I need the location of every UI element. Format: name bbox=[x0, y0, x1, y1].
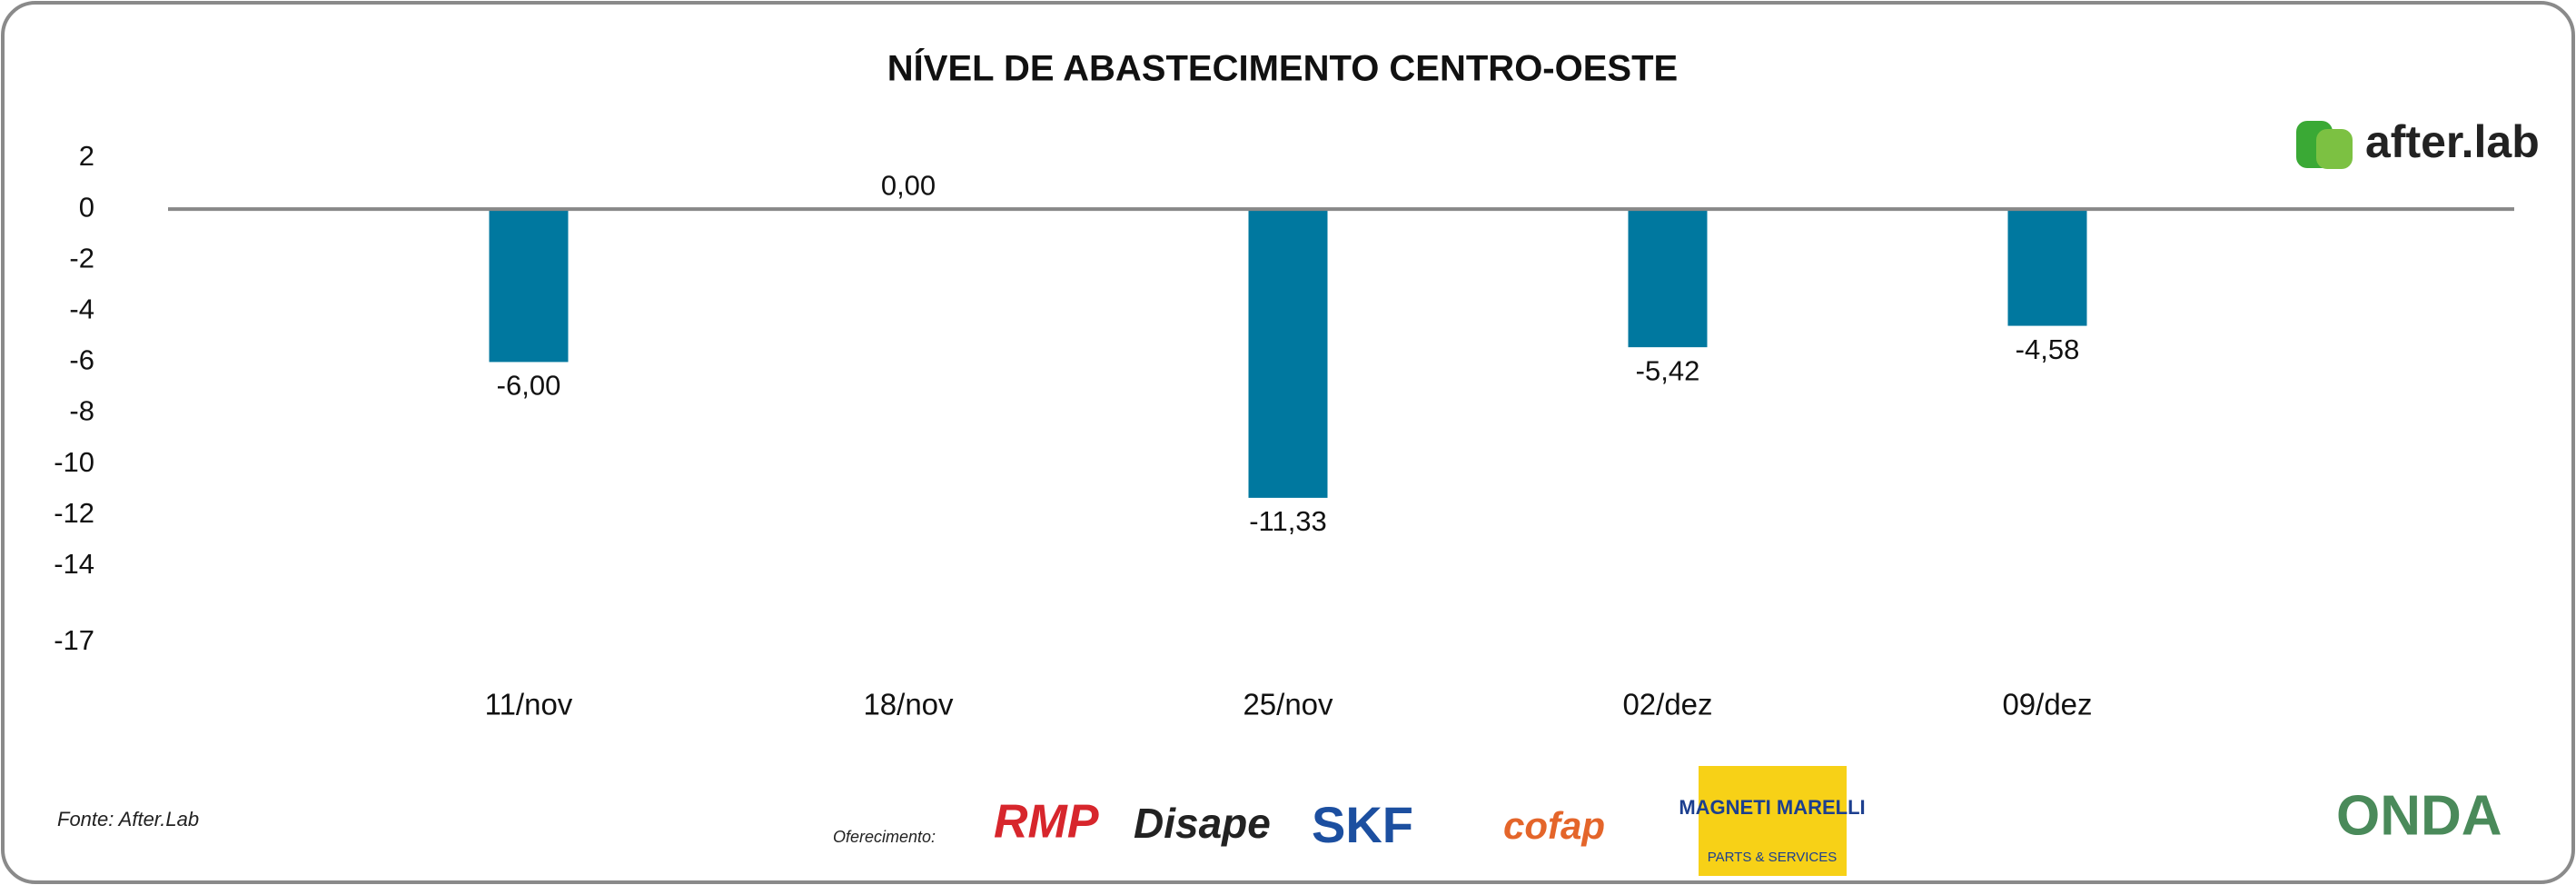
value-label: -6,00 bbox=[497, 370, 561, 402]
sponsor-logo: Disape bbox=[1134, 800, 1271, 847]
chart-title: NÍVEL DE ABASTECIMENTO CENTRO-OESTE bbox=[887, 48, 1678, 89]
value-label: 0,00 bbox=[881, 169, 936, 201]
x-tick-label: 11/nov bbox=[485, 688, 573, 721]
y-tick-label: -10 bbox=[54, 446, 94, 478]
bar bbox=[1248, 209, 1328, 498]
sponsor-logo: RMP bbox=[994, 796, 1099, 849]
y-tick-label: -4 bbox=[69, 293, 94, 325]
y-tick-label: 0 bbox=[79, 191, 94, 223]
value-label: -5,42 bbox=[1636, 354, 1700, 386]
y-tick-label: -2 bbox=[69, 242, 94, 273]
y-tick-label: -14 bbox=[54, 548, 94, 580]
x-tick-label: 02/dez bbox=[1622, 688, 1712, 721]
x-tick-label: 09/dez bbox=[2002, 688, 2092, 721]
value-label: -4,58 bbox=[2016, 333, 2080, 365]
sponsor-logo: PARTS & SERVICES bbox=[1708, 850, 1838, 865]
brand-text: after.lab bbox=[2365, 116, 2540, 167]
y-tick-label: -17 bbox=[54, 624, 94, 656]
y-tick-label: -12 bbox=[54, 497, 94, 529]
partner-logo: ONDA bbox=[2336, 784, 2502, 847]
x-tick-label: 18/nov bbox=[863, 688, 954, 721]
y-tick-label: 2 bbox=[79, 140, 94, 172]
brand-icon bbox=[2316, 129, 2353, 169]
y-tick-label: -6 bbox=[69, 344, 94, 376]
y-tick-label: -8 bbox=[69, 395, 94, 427]
sponsor-label: Oferecimento: bbox=[833, 828, 936, 846]
bar bbox=[489, 209, 569, 363]
sponsor-logo: SKF bbox=[1312, 796, 1413, 853]
bar bbox=[1628, 209, 1708, 348]
value-label: -11,33 bbox=[1249, 505, 1327, 537]
brand-logo: after.lab bbox=[2296, 116, 2540, 169]
source: Fonte: After.Lab bbox=[57, 808, 199, 830]
sponsor-logo: cofap bbox=[1503, 804, 1605, 847]
x-tick-label: 25/nov bbox=[1243, 688, 1333, 721]
sponsor-logo: MAGNETI MARELLI bbox=[1679, 796, 1865, 819]
bar bbox=[2007, 209, 2087, 326]
sponsor-box bbox=[1699, 766, 1847, 876]
